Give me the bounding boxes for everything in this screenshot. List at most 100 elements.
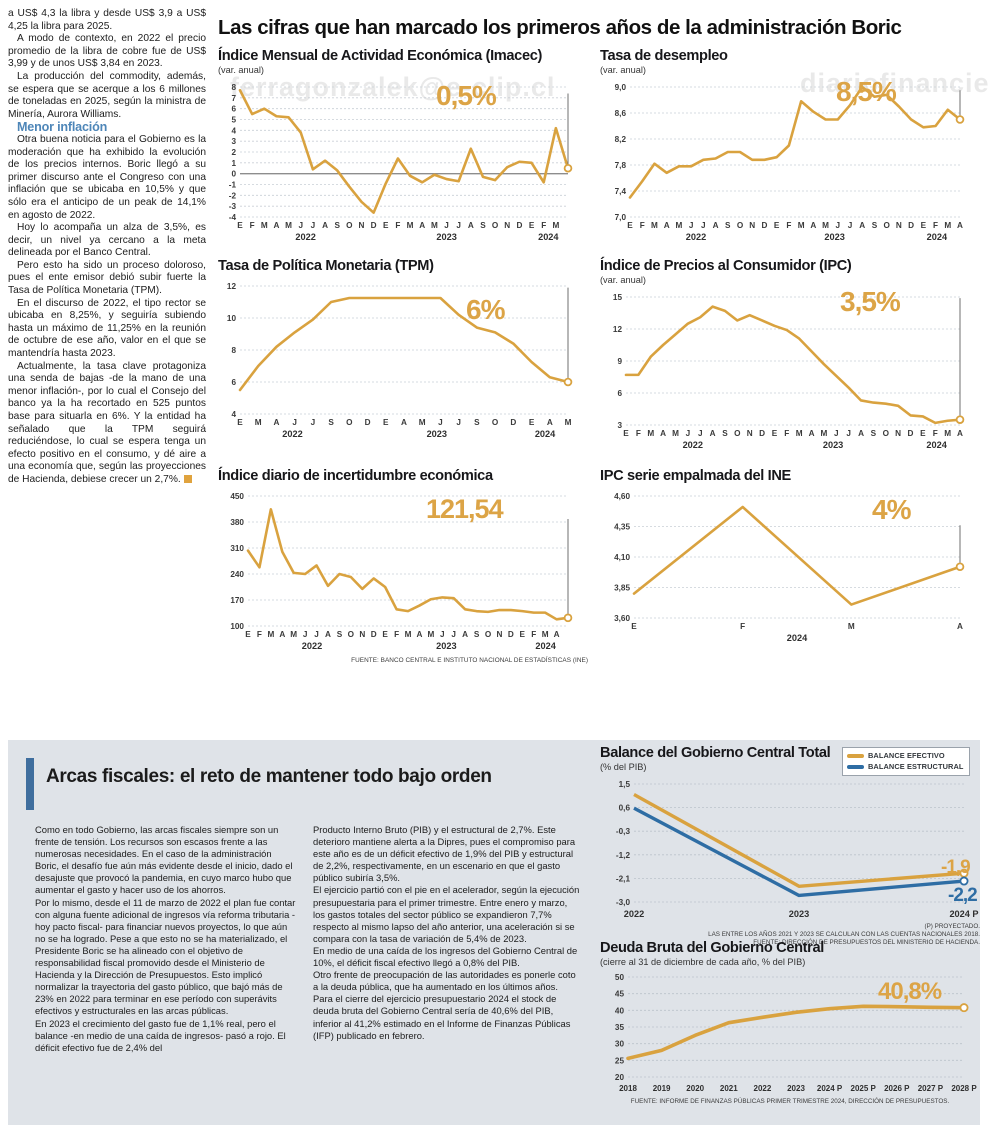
svg-text:N: N [895, 429, 901, 438]
svg-text:6: 6 [617, 389, 622, 398]
svg-text:2022: 2022 [295, 232, 315, 242]
svg-text:J: J [848, 221, 853, 230]
svg-text:2023: 2023 [787, 1084, 805, 1093]
svg-text:M: M [822, 221, 829, 230]
svg-text:D: D [908, 221, 914, 230]
paragraph: Hoy lo acompaña un alza de 3,5%, es deci… [8, 222, 206, 259]
svg-text:J: J [311, 221, 316, 230]
svg-text:2023: 2023 [824, 232, 844, 242]
svg-text:M: M [427, 630, 434, 639]
svg-text:2028 P: 2028 P [951, 1084, 977, 1093]
svg-text:J: J [834, 429, 839, 438]
chart-plot-area: 100 170 240 310 380 450 E F M A M J J A S O N D E F M A M J J A S O… [218, 488, 580, 656]
svg-text:J: J [444, 221, 449, 230]
svg-text:F: F [740, 622, 745, 631]
svg-text:E: E [529, 418, 535, 427]
svg-text:-3: -3 [229, 202, 237, 211]
chart-plot-area: -3,0 -2,1 -1,2 -0,3 0,6 1,5 2022 2023 2024 P [600, 776, 980, 926]
paragraph: En medio de una caída de los ingresos de… [313, 944, 578, 969]
svg-text:10: 10 [227, 314, 237, 323]
svg-text:M: M [944, 429, 951, 438]
svg-text:2022: 2022 [624, 909, 644, 919]
svg-text:2022: 2022 [302, 641, 322, 651]
svg-text:E: E [921, 221, 927, 230]
source-note: LAS ENTRE LOS AÑOS 2021 Y 2023 SE CALCUL… [708, 931, 980, 938]
chart-panel-deuda: Deuda Bruta del Gobierno Central (cierre … [600, 940, 980, 1105]
svg-text:A: A [468, 221, 474, 230]
source-note-top: FUENTE: BANCO CENTRAL E INSTITUTO NACION… [351, 657, 588, 664]
svg-text:A: A [419, 221, 425, 230]
svg-text:S: S [871, 429, 877, 438]
svg-text:F: F [395, 221, 400, 230]
svg-text:S: S [334, 221, 340, 230]
legend-label: BALANCE EFECTIVO [868, 751, 945, 760]
svg-text:N: N [896, 221, 902, 230]
svg-text:2018: 2018 [619, 1084, 637, 1093]
svg-text:D: D [516, 221, 522, 230]
svg-text:F: F [640, 221, 645, 230]
chart-title: Índice de Precios al Consumidor (IPC) [600, 258, 852, 274]
svg-text:-1: -1 [229, 181, 237, 190]
svg-text:20: 20 [615, 1073, 625, 1082]
svg-text:M: M [419, 418, 426, 427]
svg-text:M: M [672, 429, 679, 438]
svg-text:D: D [371, 630, 377, 639]
fiscal-text-column-right: Producto Interno Bruto (PIB) y el estruc… [313, 824, 581, 1042]
svg-text:M: M [431, 221, 438, 230]
svg-text:D: D [510, 418, 516, 427]
chart-callout-value: 0,5% [436, 80, 497, 111]
svg-text:9: 9 [617, 357, 622, 366]
svg-text:2023: 2023 [436, 641, 456, 651]
svg-text:E: E [529, 221, 535, 230]
svg-text:A: A [957, 221, 963, 230]
svg-text:F: F [531, 630, 536, 639]
chart-callout-value: 121,54 [426, 494, 504, 524]
svg-text:8: 8 [231, 83, 236, 92]
svg-text:D: D [508, 630, 514, 639]
svg-text:D: D [761, 221, 767, 230]
svg-text:S: S [474, 630, 480, 639]
paragraph: En el discurso de 2022, el tipo rector s… [8, 297, 206, 360]
svg-text:J: J [451, 630, 456, 639]
svg-text:-4: -4 [229, 213, 237, 222]
end-of-article-mark [183, 474, 192, 483]
svg-text:J: J [835, 221, 840, 230]
svg-text:2024 P: 2024 P [817, 1084, 843, 1093]
chart-panel-imacec: Índice Mensual de Actividad Económica (I… [218, 48, 580, 247]
svg-text:E: E [772, 429, 778, 438]
svg-text:M: M [821, 429, 828, 438]
section-subheading: Menor inflación [17, 120, 108, 135]
svg-text:7,4: 7,4 [615, 187, 627, 196]
svg-text:4,35: 4,35 [614, 523, 630, 532]
svg-text:F: F [394, 630, 399, 639]
svg-text:6: 6 [231, 105, 236, 114]
fiscal-text-column-left: Como en todo Gobierno, las arcas fiscale… [35, 824, 298, 1054]
svg-text:O: O [485, 630, 492, 639]
chart-callout-value: 6% [466, 294, 505, 325]
svg-text:J: J [440, 630, 445, 639]
svg-text:M: M [405, 630, 412, 639]
chart-subtitle: (var. anual) [600, 275, 646, 285]
chart-title: IPC serie empalmada del INE [600, 468, 791, 484]
chart-panel-ipc: Índice de Precios al Consumidor (IPC) (va… [600, 258, 972, 455]
svg-text:2023: 2023 [436, 232, 456, 242]
svg-text:100: 100 [230, 622, 244, 631]
chart-source-notes: (P) PROYECTADO. LAS ENTRE LOS AÑOS 2021 Y… [600, 923, 980, 947]
svg-text:2022: 2022 [686, 232, 706, 242]
chart-source-notes: FUENTE: INFORME DE FINANZAS PÚBLICAS PRI… [600, 1098, 980, 1105]
svg-text:M: M [944, 221, 951, 230]
paragraph: La producción del commodity, además, se … [8, 70, 206, 120]
svg-text:O: O [492, 418, 499, 427]
svg-text:J: J [292, 418, 297, 427]
svg-text:A: A [279, 630, 285, 639]
svg-text:4,10: 4,10 [614, 553, 630, 562]
svg-text:S: S [328, 418, 334, 427]
source-note: FUENTE: INFORME DE FINANZAS PÚBLICAS PRI… [630, 1098, 950, 1105]
svg-text:12: 12 [613, 325, 623, 334]
svg-text:F: F [933, 221, 938, 230]
legend-item: BALANCE EFECTIVO [847, 751, 964, 762]
svg-text:N: N [749, 221, 755, 230]
svg-text:8,2: 8,2 [615, 135, 627, 144]
svg-text:E: E [382, 630, 388, 639]
paragraph: Otro frente de preocupación de las autor… [313, 969, 576, 993]
